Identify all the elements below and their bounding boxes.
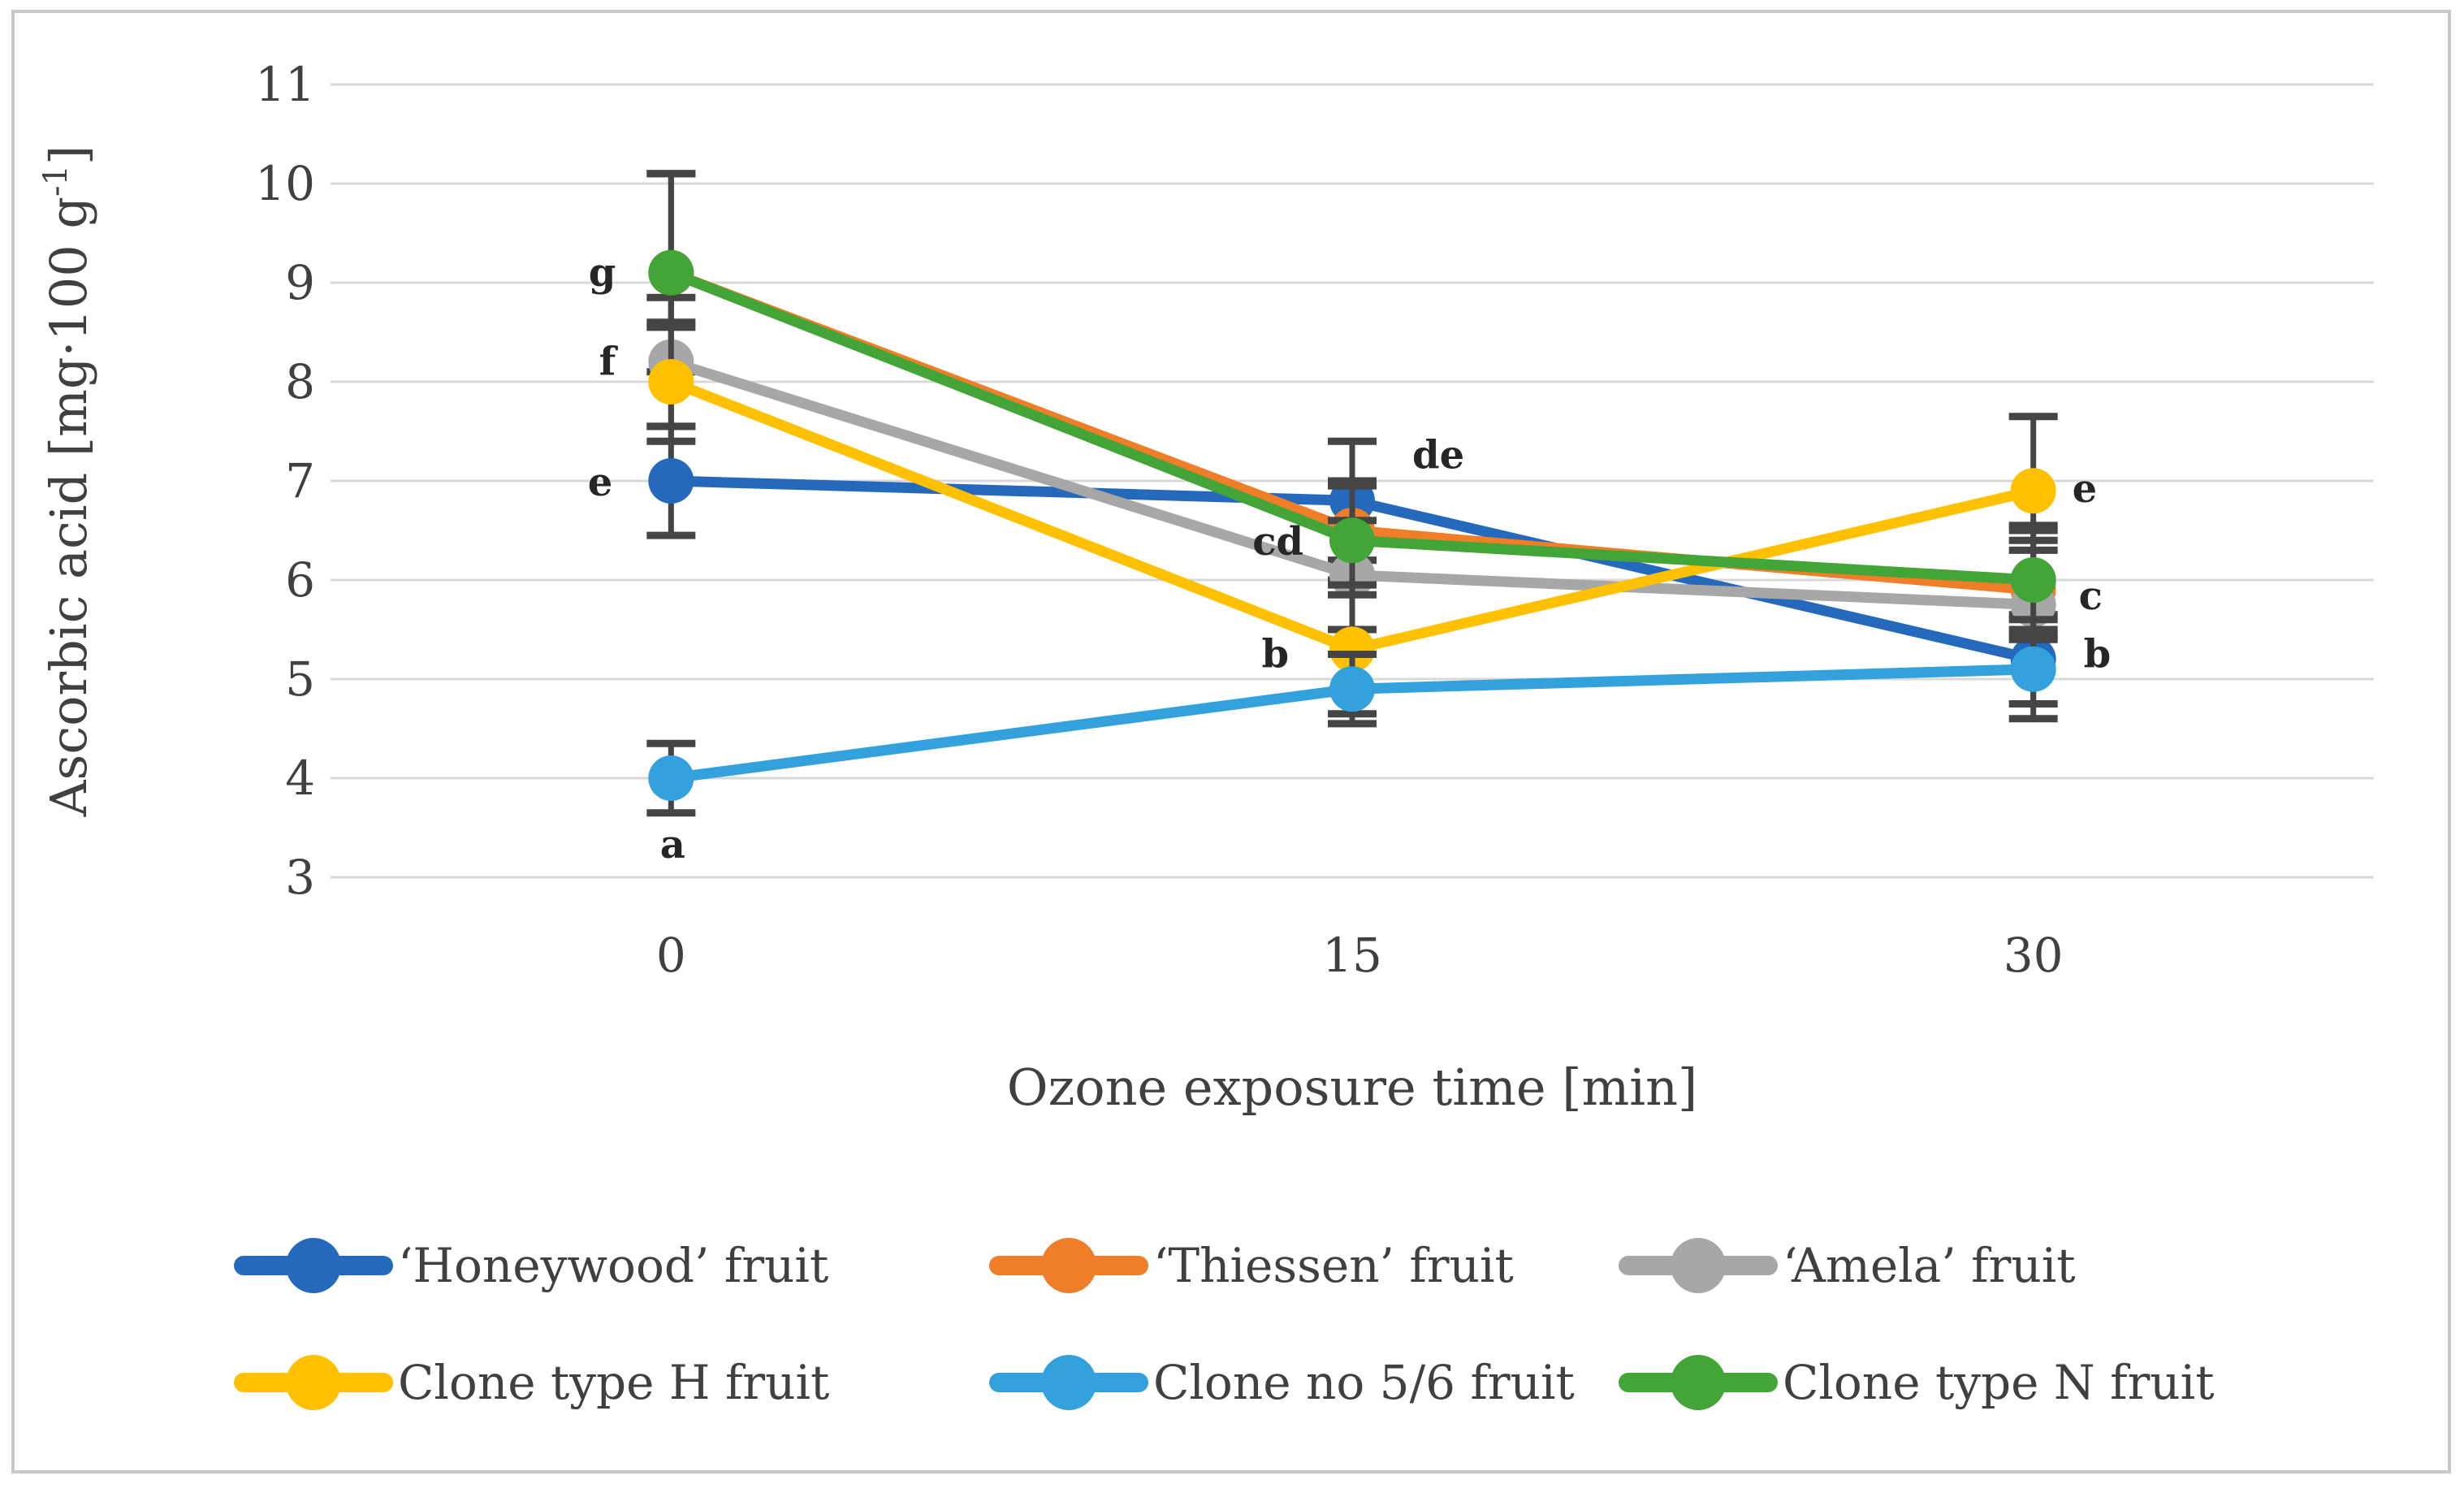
annotation-letter: b (2084, 632, 2112, 677)
annotation-letter: g (589, 250, 616, 296)
series-point (648, 249, 694, 296)
y-tick-label: 5 (285, 651, 315, 707)
y-tick-label: 6 (285, 552, 315, 608)
legend-item-4: Clone no 5/6 fruit (989, 1355, 1575, 1410)
annotation-letter: b (1261, 631, 1289, 677)
legend-label: ‘Honeywood’ fruit (398, 1238, 828, 1293)
annotation-letter: e (588, 460, 613, 505)
series-point (2010, 557, 2056, 603)
legend-dot-marker-icon (1671, 1238, 1726, 1293)
annotation-letter: a (660, 822, 685, 868)
legend-label: ‘Amela’ fruit (1783, 1238, 2076, 1293)
legend-dot-marker-icon (286, 1355, 341, 1410)
y-tick-label: 3 (285, 850, 315, 905)
series-point (2010, 646, 2056, 692)
legend-dot-marker-icon (286, 1238, 341, 1293)
annotation-letter: cd (1252, 519, 1303, 565)
figure-border (11, 10, 2451, 1474)
series-point (648, 359, 694, 405)
series-point (1329, 666, 1375, 712)
legend-label: Clone no 5/6 fruit (1153, 1355, 1575, 1410)
x-tick-label: 0 (656, 928, 686, 983)
y-tick-label: 8 (285, 354, 315, 409)
y-tick-label: 10 (255, 156, 315, 211)
y-axis-title: Ascorbic acid [mg·100 g-1] (37, 145, 98, 817)
y-tick-label: 11 (255, 57, 315, 112)
series-point (2010, 468, 2056, 514)
legend-dot-marker-icon (1041, 1238, 1096, 1293)
y-tick-label: 7 (285, 453, 315, 508)
legend-dot-marker-icon (1041, 1355, 1096, 1410)
annotation-letter: f (599, 340, 619, 385)
series-point (648, 458, 694, 504)
legend-label: Clone type H fruit (398, 1355, 829, 1410)
annotation-letter: de (1412, 432, 1464, 478)
x-tick-label: 30 (2004, 928, 2064, 983)
legend-label: Clone type N fruit (1783, 1355, 2215, 1410)
legend-item-0: ‘Honeywood’ fruit (234, 1238, 828, 1293)
series-4 (646, 616, 2058, 817)
x-tick-label: 15 (1322, 928, 1382, 983)
legend-item-5: Clone type N fruit (1619, 1355, 2215, 1410)
y-tick-label: 4 (285, 751, 315, 806)
annotation-letter: e (2073, 466, 2098, 512)
y-tick-label: 9 (285, 255, 315, 310)
legend-item-1: ‘Thiessen’ fruit (989, 1238, 1514, 1293)
x-axis-title: Ozone exposure time [min] (1007, 1058, 1697, 1117)
series-point (1329, 626, 1375, 673)
legend-dot-marker-icon (1671, 1355, 1726, 1410)
legend-item-3: Clone type H fruit (234, 1355, 829, 1410)
series-point (1329, 517, 1375, 564)
series-point (648, 755, 694, 801)
series-5 (646, 170, 2058, 634)
annotation-letter: c (2079, 573, 2103, 619)
legend-item-2: ‘Amela’ fruit (1619, 1238, 2076, 1293)
legend-label: ‘Thiessen’ fruit (1153, 1238, 1514, 1293)
